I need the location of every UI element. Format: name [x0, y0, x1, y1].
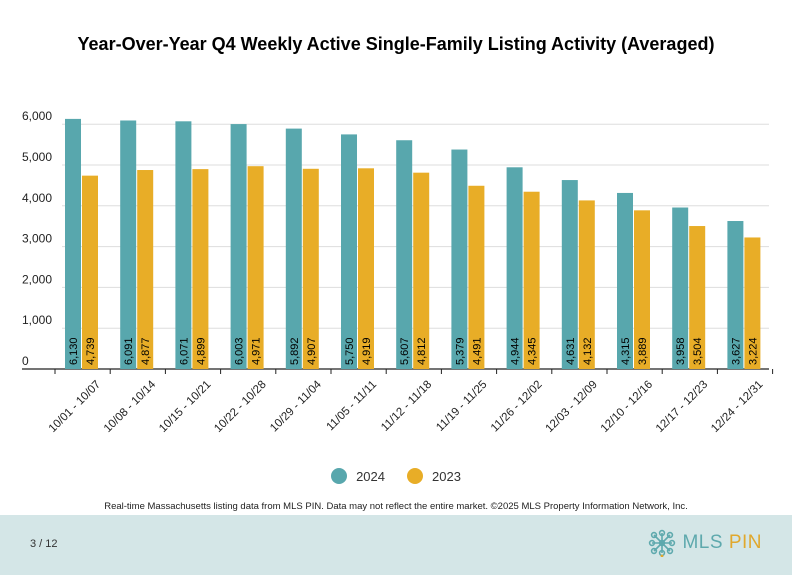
y-tick-label: 1,000 — [22, 313, 52, 327]
bar-2024 — [341, 134, 357, 369]
bar-2023 — [137, 170, 154, 369]
x-category-label: 10/08 - 10/14 — [102, 378, 159, 435]
chart-title: Year-Over-Year Q4 Weekly Active Single-F… — [77, 34, 715, 54]
bar-2024 — [285, 128, 302, 369]
x-category-label: 12/17 - 12/23 — [654, 379, 710, 435]
data-label-2024: 5,379 — [454, 337, 466, 365]
bar-2023 — [468, 185, 485, 369]
y-tick-label: 5,000 — [22, 150, 52, 164]
bar-2023 — [82, 175, 98, 369]
bar-2024 — [727, 221, 744, 369]
x-category-label: 12/10 - 12/16 — [599, 379, 655, 435]
data-label-2023: 4,812 — [416, 337, 428, 365]
bar-2024 — [175, 121, 192, 370]
logo-text-pin: PIN — [728, 532, 762, 553]
bar-2023 — [358, 168, 374, 369]
data-label-2023: 3,889 — [637, 337, 649, 365]
data-label-2024: 5,750 — [344, 337, 356, 365]
y-tick-label: 3,000 — [22, 232, 52, 246]
bar-2023 — [302, 168, 319, 369]
bar-2023 — [689, 226, 706, 369]
page-number: 3 / 12 — [30, 538, 58, 550]
bar-2023 — [413, 172, 430, 369]
data-label-2024: 4,631 — [565, 337, 577, 365]
footer-bar: 3 / 12 MLS PIN — [0, 515, 792, 575]
bar-2023 — [744, 237, 761, 369]
mls-pin-logo-icon — [649, 529, 676, 557]
data-label-2024: 6,003 — [234, 337, 246, 365]
bar-2024 — [672, 207, 689, 369]
y-tick-label: 4,000 — [22, 191, 52, 205]
data-label-2024: 3,627 — [730, 337, 742, 365]
data-label-2023: 4,919 — [361, 337, 373, 365]
data-label-2023: 4,491 — [471, 337, 483, 365]
data-label-2023: 4,899 — [195, 337, 207, 365]
x-category-label: 11/19 - 11/25 — [434, 379, 489, 434]
x-category-label: 12/24 - 12/31 — [709, 379, 765, 435]
legend-item-2023[interactable]: 2023 — [407, 468, 461, 484]
y-tick-label: 0 — [22, 354, 29, 368]
x-category-label: 10/29 - 11/04 — [268, 378, 324, 434]
data-label-2024: 4,315 — [620, 337, 632, 365]
bar-2023 — [578, 200, 595, 369]
x-category-label: 11/05 - 11/11 — [325, 379, 380, 434]
bar-2024 — [396, 140, 413, 369]
data-label-2024: 5,607 — [399, 337, 411, 365]
data-label-2024: 4,944 — [510, 337, 522, 365]
data-label-2024: 6,130 — [68, 337, 80, 365]
bar-2024 — [120, 120, 137, 369]
bar-2023 — [634, 210, 650, 369]
bar-2024 — [617, 192, 633, 369]
bar-2023 — [247, 166, 264, 369]
legend-marker-2024 — [331, 468, 348, 484]
bar-2024 — [451, 149, 468, 369]
x-category-label: 11/12 - 11/18 — [379, 379, 434, 434]
mls-pin-logo: MLS PIN — [648, 529, 762, 557]
logo-text: MLS PIN — [682, 532, 762, 554]
bar-2024 — [230, 124, 247, 369]
data-label-2023: 4,907 — [306, 337, 318, 365]
bar-2024 — [506, 167, 523, 369]
data-label-2024: 6,091 — [123, 337, 135, 365]
disclaimer-text: Real-time Massachusetts listing data fro… — [104, 501, 688, 512]
x-category-label: 10/15 - 10/21 — [157, 379, 213, 435]
chart-legend: 2024 2023 — [0, 468, 792, 484]
y-tick-label: 6,000 — [22, 109, 52, 123]
x-category-label: 10/01 - 10/07 — [47, 379, 103, 435]
data-label-2023: 4,739 — [85, 337, 97, 365]
data-label-2023: 4,971 — [251, 337, 263, 365]
y-tick-label: 2,000 — [22, 272, 52, 286]
logo-text-mls: MLS — [682, 532, 729, 553]
legend-marker-2023 — [407, 468, 423, 484]
data-label-2023: 4,345 — [527, 337, 539, 365]
bar-2023 — [523, 191, 540, 369]
x-category-label: 10/22 - 10/28 — [212, 379, 268, 435]
data-label-2023: 3,224 — [747, 337, 759, 365]
data-label-2024: 6,071 — [178, 337, 190, 365]
data-label-2024: 3,958 — [675, 337, 687, 365]
legend-item-2024[interactable]: 2024 — [331, 468, 385, 484]
bar-2024 — [561, 180, 578, 369]
data-label-2023: 4,132 — [582, 337, 594, 365]
data-label-2023: 3,504 — [692, 337, 704, 365]
bar-2023 — [192, 169, 209, 369]
x-category-label: 11/26 - 12/02 — [489, 379, 545, 435]
legend-label-2024: 2024 — [356, 468, 385, 484]
x-category-label: 12/03 - 12/09 — [544, 379, 600, 435]
data-label-2024: 5,892 — [289, 337, 301, 365]
legend-label-2023: 2023 — [432, 468, 461, 484]
data-label-2023: 4,877 — [140, 337, 152, 365]
bar-2024 — [65, 118, 81, 369]
bar-chart: 0 1,000 2,000 3,000 4,000 5,000 6,000 6,130 4,73… — [22, 109, 774, 435]
